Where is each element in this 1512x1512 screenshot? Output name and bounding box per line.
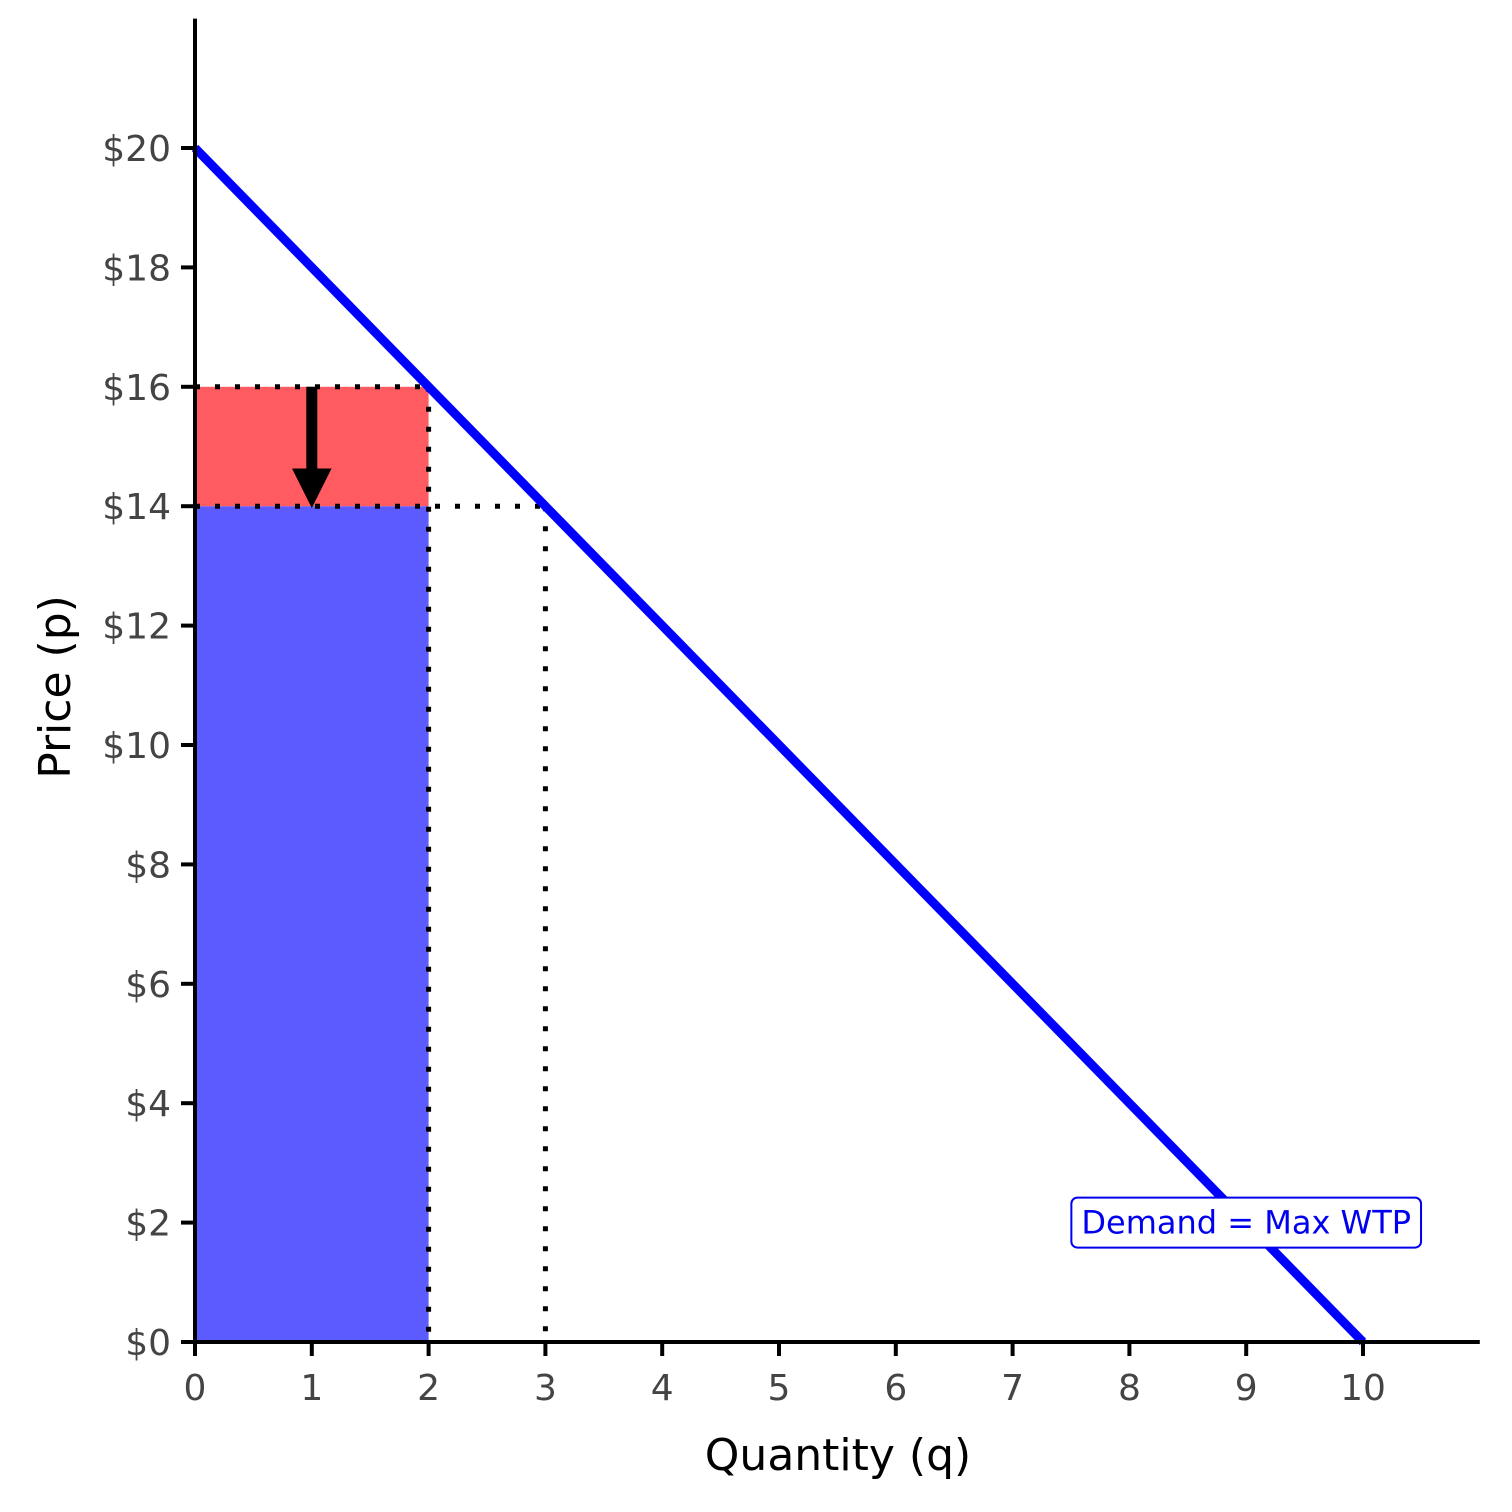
demand-line xyxy=(191,144,1367,1346)
y-tick-label: $8 xyxy=(125,845,171,886)
y-tick-label: $12 xyxy=(102,607,171,648)
demand-label-text: Demand = Max WTP xyxy=(1081,1204,1411,1242)
annotations: Demand = Max WTP xyxy=(1070,1196,1423,1249)
y-tick-label: $2 xyxy=(125,1204,171,1245)
x-tick-label: 7 xyxy=(1001,1368,1024,1409)
x-tick-label: 5 xyxy=(768,1368,791,1409)
y-tick-label: $18 xyxy=(102,248,171,289)
axes xyxy=(193,18,1480,1344)
y-tick-label: $14 xyxy=(102,487,171,528)
x-tick-label: 10 xyxy=(1340,1368,1386,1409)
x-tick-label: 6 xyxy=(884,1368,907,1409)
x-tick-label: 0 xyxy=(184,1368,207,1409)
y-tick-label: $6 xyxy=(125,965,171,1006)
series-layer xyxy=(191,144,1367,1346)
x-tick-label: 3 xyxy=(534,1368,557,1409)
x-tick-label: 2 xyxy=(417,1368,440,1409)
demand-label-box xyxy=(1070,1196,1423,1249)
x-tick-label: 1 xyxy=(300,1368,323,1409)
y-tick-label: $0 xyxy=(125,1323,171,1364)
y-ticks: $0 $2 $4 $6 $8 $10 $12 $14 $16 $18 $20 xyxy=(102,129,195,1364)
y-tick-label: $20 xyxy=(102,129,171,170)
x-tick-label: 9 xyxy=(1235,1368,1258,1409)
y-axis-title: Price (p) xyxy=(30,595,81,779)
y-tick-label: $10 xyxy=(102,726,171,767)
y-tick-label: $4 xyxy=(125,1084,171,1125)
x-tick-label: 4 xyxy=(651,1368,674,1409)
region-lower xyxy=(195,506,429,1342)
x-axis-title: Quantity (q) xyxy=(705,1430,971,1481)
x-tick-label: 8 xyxy=(1118,1368,1141,1409)
x-ticks: 0 1 2 3 4 5 6 7 8 9 10 xyxy=(184,1342,1386,1409)
demand-label: Demand = Max WTP xyxy=(1070,1196,1423,1249)
shaded-regions xyxy=(195,386,429,1342)
y-tick-label: $16 xyxy=(102,368,171,409)
